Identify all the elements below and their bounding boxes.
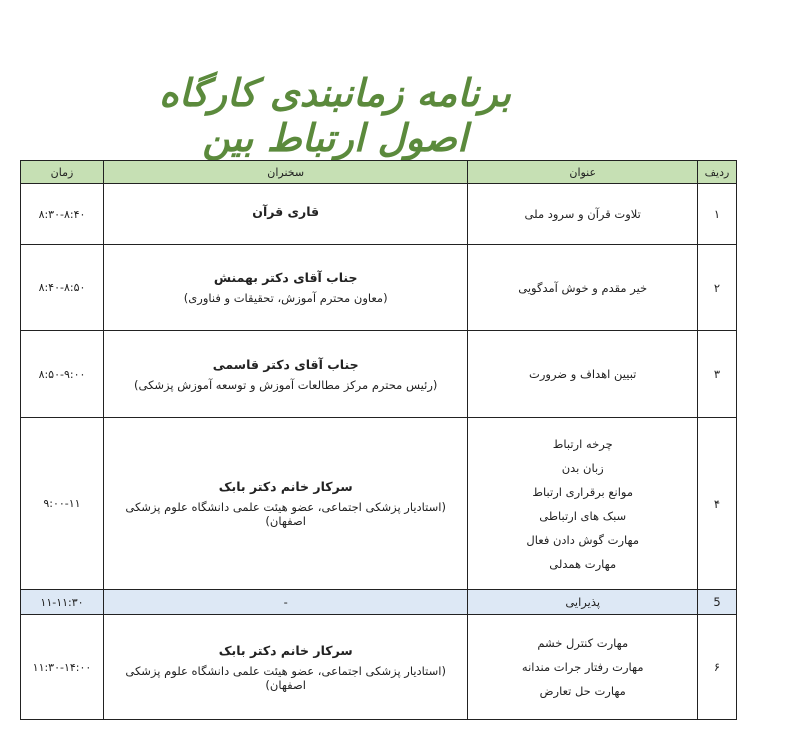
topic-item: تلاوت قرآن و سرود ملی xyxy=(524,207,641,221)
row-number: ۴ xyxy=(697,417,737,590)
speaker-cell: - xyxy=(102,589,469,615)
header-row-num: ردیف xyxy=(697,160,737,184)
speaker-name: جناب آقای دکتر بهمنش xyxy=(213,270,358,285)
topic-item: سبک های ارتباطی xyxy=(539,508,627,523)
row-number: ۶ xyxy=(697,614,737,720)
page-title: برنامه زمانبندی کارگاه اصول ارتباط بین xyxy=(159,70,511,160)
speaker-cell: قاری قرآن xyxy=(102,183,469,245)
topic-item: خیر مقدم و خوش آمدگویی xyxy=(518,280,648,295)
speaker-name: سرکار خانم دکتر بابک xyxy=(218,642,353,658)
topic-item: تبیین اهداف و ضرورت xyxy=(529,367,637,381)
row-number: ۳ xyxy=(697,330,737,418)
topic-item: چرخه ارتباط xyxy=(552,436,613,451)
topic-cell: تبیین اهداف و ضرورت xyxy=(467,330,699,418)
table-row: ۶ مهارت کنترل خشم مهارت رفتار جرات مندانه… xyxy=(20,614,737,720)
header-topic: عنوان xyxy=(467,160,699,184)
table-row: 5 پذیرایی - ۱۱-۱۱:۳۰ xyxy=(20,589,737,615)
speaker-name: سرکار خانم دکتر بابک xyxy=(218,479,353,494)
schedule-table: ردیف عنوان سخنران زمان ۱ تلاوت قرآن و سر… xyxy=(20,160,737,720)
speaker-role: (استادیار پزشکی اجتماعی، عضو هیئت علمی د… xyxy=(125,663,446,692)
topic-item: مهارت کنترل خشم xyxy=(537,636,629,650)
time-cell: ۸:۵۰-۹:۰۰ xyxy=(20,330,104,418)
speaker-name: جناب آقای دکتر قاسمی xyxy=(212,356,359,372)
speaker-cell: سرکار خانم دکتر بابک (استادیار پزشکی اجتم… xyxy=(102,614,469,720)
speaker-cell: جناب آقای دکتر قاسمی (رئیس محترم مرکز مطا… xyxy=(102,330,469,418)
topic-cell: خیر مقدم و خوش آمدگویی xyxy=(467,244,699,331)
table-row: ۱ تلاوت قرآن و سرود ملی قاری قرآن ۸:۳۰-۸… xyxy=(20,183,737,245)
speaker-role: (معاون محترم آموزش، تحقیقات و فناوری) xyxy=(183,291,388,305)
topic-item: پذیرایی xyxy=(565,595,601,609)
topic-cell: چرخه ارتباط زبان بدن موانع برقراری ارتباط س… xyxy=(467,417,699,590)
time-cell: ۸:۴۰-۸:۵۰ xyxy=(20,244,104,331)
table-row: ۲ خیر مقدم و خوش آمدگویی جناب آقای دکتر … xyxy=(20,244,737,331)
header-row: ردیف عنوان سخنران زمان xyxy=(20,160,737,184)
speaker-cell: جناب آقای دکتر بهمنش (معاون محترم آموزش، … xyxy=(102,244,469,331)
topic-cell: مهارت کنترل خشم مهارت رفتار جرات مندانه مه… xyxy=(467,614,699,720)
topic-item: مهارت رفتار جرات مندانه xyxy=(521,660,644,674)
speaker-name: - xyxy=(283,595,288,609)
row-number: 5 xyxy=(697,589,737,615)
speaker-role: (رئیس محترم مرکز مطالعات آموزش و توسعه آ… xyxy=(134,377,438,392)
header-time: زمان xyxy=(20,160,104,184)
time-cell: ۱۱-۱۱:۳۰ xyxy=(20,589,104,615)
row-number: ۲ xyxy=(697,244,737,331)
topic-item: مهارت حل تعارض xyxy=(539,684,626,698)
speaker-name: قاری قرآن xyxy=(252,203,320,219)
table-row: ۴ چرخه ارتباط زبان بدن موانع برقراری ارتبا… xyxy=(20,417,737,590)
row-number: ۱ xyxy=(697,183,737,245)
speaker-cell: سرکار خانم دکتر بابک (استادیار پزشکی اجتم… xyxy=(102,417,469,590)
time-cell: ۹:۰۰-۱۱ xyxy=(20,417,104,590)
table-row: ۳ تبیین اهداف و ضرورت جناب آقای دکتر قاس… xyxy=(20,330,737,418)
speaker-role: (استادیار پزشکی اجتماعی، عضو هیئت علمی د… xyxy=(125,500,446,528)
topic-item: زبان بدن xyxy=(561,460,604,475)
topic-item: مهارت همدلی xyxy=(549,556,617,571)
time-cell: ۱۱:۳۰-۱۴:۰۰ xyxy=(20,614,104,720)
topic-cell: تلاوت قرآن و سرود ملی xyxy=(467,183,699,245)
topic-item: موانع برقراری ارتباط xyxy=(532,484,634,499)
header-speaker: سخنران xyxy=(102,160,469,184)
topic-item: مهارت گوش دادن فعال xyxy=(526,532,639,547)
topic-cell: پذیرایی xyxy=(467,589,699,615)
time-cell: ۸:۳۰-۸:۴۰ xyxy=(20,183,104,245)
